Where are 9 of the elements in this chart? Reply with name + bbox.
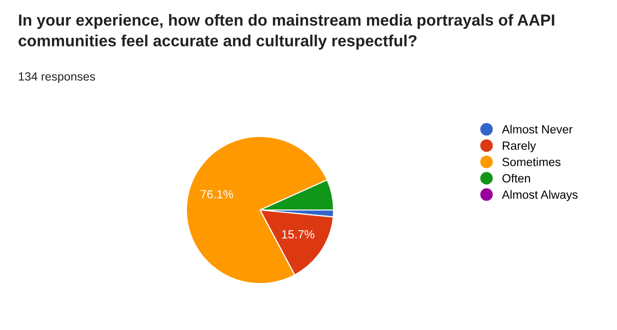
legend-label: Often [502,174,530,182]
chart-title: In your experience, how often do mainstream media portrayals of AAPI communities feel accurate and culturally respectful? [18,14,554,50]
data-label: 15.7% [282,230,314,238]
text: 134 responses [18,72,96,84]
legend-label: Almost Never [502,124,573,134]
legend-label: Almost Always [502,190,578,202]
legend-label: Rarely [502,141,536,152]
data-label: 76.1% [200,190,234,198]
legend-label: Sometimes [502,157,560,166]
